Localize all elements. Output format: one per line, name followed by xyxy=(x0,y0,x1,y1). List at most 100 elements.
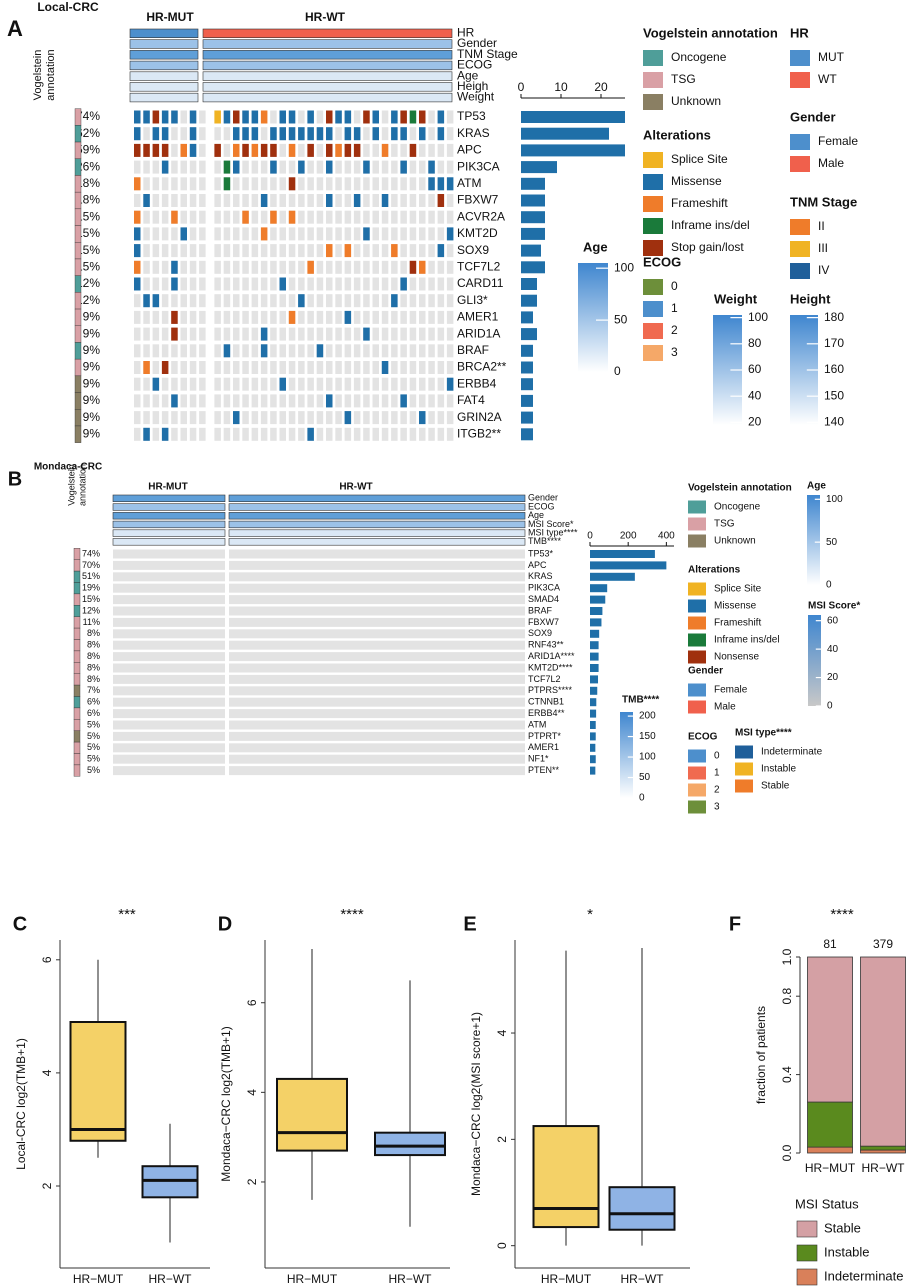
empty-cell xyxy=(223,260,231,274)
legend-swatch xyxy=(790,219,810,235)
alteration-cell xyxy=(171,310,178,324)
percent-label: 9% xyxy=(83,310,101,324)
alteration-cell xyxy=(214,110,221,124)
empty-cell xyxy=(199,310,206,324)
total-label: 379 xyxy=(873,937,893,951)
legend-swatch xyxy=(688,599,706,613)
empty-cell xyxy=(400,361,407,374)
percent-label: 26% xyxy=(76,159,100,173)
colorbar-tick-label: 100 xyxy=(748,310,768,324)
alteration-cell xyxy=(298,160,305,174)
colorbar-tick-label: 150 xyxy=(824,388,844,402)
empty-cell xyxy=(180,394,187,408)
legend-label: Splice Site xyxy=(671,152,728,166)
vogelstein-cell xyxy=(74,108,82,126)
empty-cell xyxy=(214,160,221,174)
legend-label: III xyxy=(818,241,828,255)
legend-swatch xyxy=(735,745,753,759)
alteration-cell xyxy=(233,160,240,174)
percent-label: 5% xyxy=(87,719,100,729)
gene-label: ATM xyxy=(457,176,481,190)
percent-label: 9% xyxy=(83,393,101,407)
percent-label: 5% xyxy=(87,754,100,764)
empty-cell xyxy=(180,327,187,341)
empty-cell xyxy=(180,377,187,391)
annotation-track xyxy=(202,60,453,71)
vogelstein-cell xyxy=(74,258,82,276)
empty-cell xyxy=(372,327,379,341)
empty-cell xyxy=(419,160,426,174)
empty-cell xyxy=(143,210,150,224)
empty-cell xyxy=(437,143,445,157)
empty-cell xyxy=(316,277,324,291)
legend-title: MSI type**** xyxy=(735,728,792,739)
panel-letter: B xyxy=(8,468,22,490)
legend-label: Instable xyxy=(824,1244,870,1259)
gene-label: TP53* xyxy=(528,548,554,558)
empty-cell xyxy=(214,377,221,391)
alteration-cell xyxy=(326,244,333,258)
row-background xyxy=(113,754,225,764)
empty-cell xyxy=(223,427,231,441)
empty-cell xyxy=(180,260,187,274)
legend-label: Stable xyxy=(761,781,790,792)
empty-cell xyxy=(437,210,445,224)
alteration-cell xyxy=(260,327,268,341)
empty-cell xyxy=(372,310,379,324)
empty-cell xyxy=(171,294,178,308)
colorbar-tick-label: 180 xyxy=(824,310,844,324)
annotation-track xyxy=(112,538,226,546)
empty-cell xyxy=(251,377,259,391)
empty-cell xyxy=(363,260,370,274)
empty-cell xyxy=(316,411,324,425)
row-background xyxy=(229,743,525,753)
alteration-cell xyxy=(270,143,277,157)
alteration-cell xyxy=(335,143,342,157)
alteration-cell xyxy=(298,294,305,308)
gene-label: BRAF xyxy=(457,343,489,357)
count-bar xyxy=(590,743,596,752)
empty-cell xyxy=(242,344,249,358)
alteration-cell xyxy=(326,160,333,174)
empty-cell xyxy=(419,210,426,224)
empty-cell xyxy=(353,160,361,174)
gene-label: PIK3CA xyxy=(528,583,560,593)
empty-cell xyxy=(260,427,268,441)
alteration-cell xyxy=(161,427,169,441)
bar-segment xyxy=(807,1146,853,1154)
empty-cell xyxy=(279,327,286,341)
alteration-cell xyxy=(251,143,259,157)
empty-cell xyxy=(381,127,389,141)
legend-label: Missense xyxy=(714,601,757,612)
alteration-cell xyxy=(344,143,352,157)
empty-cell xyxy=(409,177,417,191)
legend-swatch xyxy=(688,517,706,531)
alteration-cell xyxy=(161,110,169,124)
empty-cell xyxy=(326,260,333,274)
group-label: HR-WT xyxy=(339,482,372,493)
empty-cell xyxy=(189,344,197,358)
empty-cell xyxy=(307,227,314,241)
legend-swatch xyxy=(688,700,706,714)
percent-label: 15% xyxy=(82,594,100,604)
alteration-cell xyxy=(363,327,370,341)
count-bar xyxy=(590,641,599,650)
empty-cell xyxy=(428,294,435,308)
percent-label: 12% xyxy=(82,605,100,615)
empty-cell xyxy=(446,344,454,358)
alteration-cell xyxy=(353,143,361,157)
empty-cell xyxy=(223,143,231,157)
empty-cell xyxy=(409,427,417,441)
row-background xyxy=(113,617,225,627)
empty-cell xyxy=(335,227,342,241)
alteration-cell xyxy=(152,294,160,308)
gene-label: KRAS xyxy=(457,126,490,140)
empty-cell xyxy=(391,361,398,374)
empty-cell xyxy=(400,260,407,274)
bar-segment xyxy=(807,1101,853,1148)
empty-cell xyxy=(419,143,426,157)
row-background xyxy=(229,766,525,776)
empty-cell xyxy=(428,394,435,408)
empty-cell xyxy=(223,227,231,241)
empty-cell xyxy=(242,411,249,425)
